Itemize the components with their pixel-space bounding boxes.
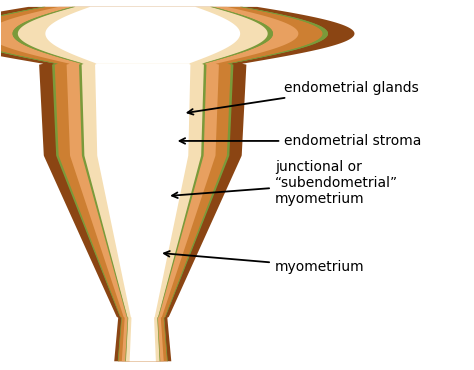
Polygon shape <box>0 7 122 361</box>
Polygon shape <box>46 7 240 361</box>
Polygon shape <box>202 7 273 64</box>
Polygon shape <box>16 7 270 64</box>
Text: myometrium: myometrium <box>164 251 365 273</box>
Polygon shape <box>0 7 57 64</box>
Polygon shape <box>12 7 128 361</box>
Polygon shape <box>46 7 240 64</box>
Polygon shape <box>0 7 355 361</box>
Polygon shape <box>228 7 328 64</box>
Polygon shape <box>157 7 273 361</box>
Polygon shape <box>0 7 299 361</box>
Text: endometrial glands: endometrial glands <box>188 81 419 115</box>
Text: endometrial stroma: endometrial stroma <box>180 134 421 148</box>
Polygon shape <box>12 7 83 64</box>
Text: junctional or
“subendometrial”
myometrium: junctional or “subendometrial” myometriu… <box>172 160 398 206</box>
Polygon shape <box>16 7 270 361</box>
Polygon shape <box>164 7 328 361</box>
Polygon shape <box>0 7 326 361</box>
